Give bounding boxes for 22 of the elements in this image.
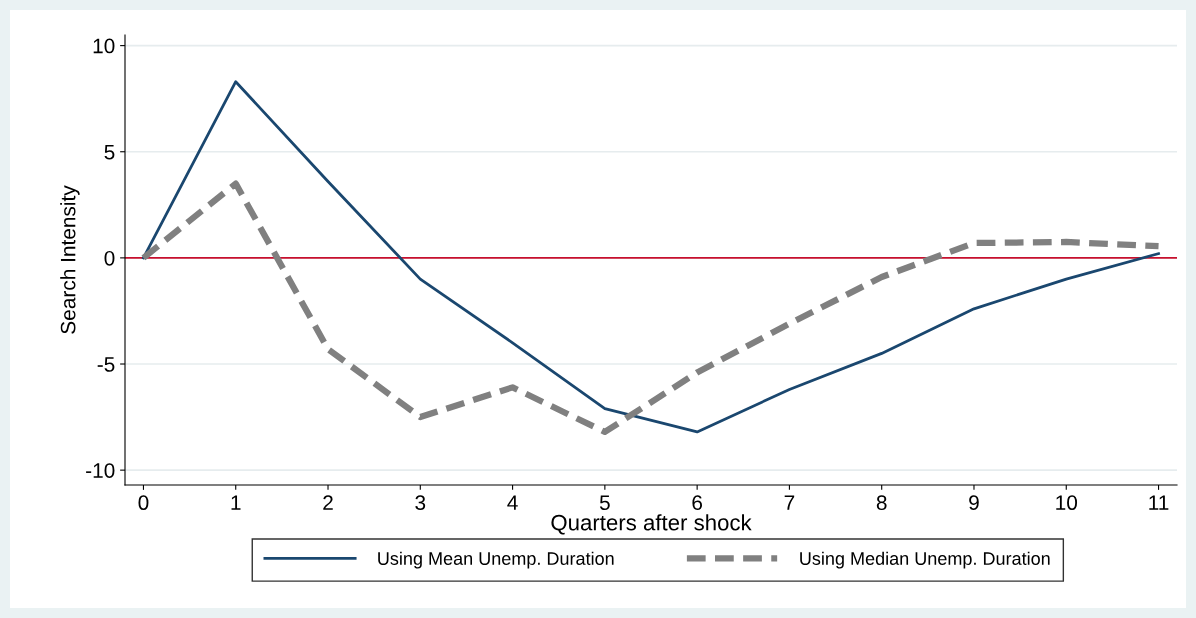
x-tick-label: 6 <box>692 495 703 511</box>
legend-label: Using Median Unemp. Duration <box>800 551 1050 569</box>
x-axis-title: Quarters after shock <box>551 514 752 535</box>
line-series <box>142 80 1160 434</box>
y-tick-label: 0 <box>104 250 115 266</box>
x-tick-label: 0 <box>138 495 149 511</box>
x-tick-label: 5 <box>599 495 610 511</box>
x-tick-label: 11 <box>1149 495 1169 510</box>
x-tick-label: 3 <box>415 495 426 511</box>
x-tick-label: 9 <box>969 495 979 511</box>
y-tick-label: -10 <box>86 463 115 478</box>
y-tick-label: 10 <box>93 38 115 54</box>
x-tick-label: 10 <box>1056 495 1078 511</box>
y-tick-label: -5 <box>97 357 115 372</box>
x-tick-label: 2 <box>323 495 333 510</box>
legend-label: Using Mean Unemp. Duration <box>378 551 614 569</box>
x-tick-label: 1 <box>231 495 241 510</box>
y-tick-label: 5 <box>104 144 115 160</box>
x-tick-label: 7 <box>784 495 795 510</box>
x-tick-label: 8 <box>876 495 887 511</box>
y-axis-title: Search Intensity <box>60 185 80 334</box>
x-tick-label: 4 <box>507 495 518 510</box>
